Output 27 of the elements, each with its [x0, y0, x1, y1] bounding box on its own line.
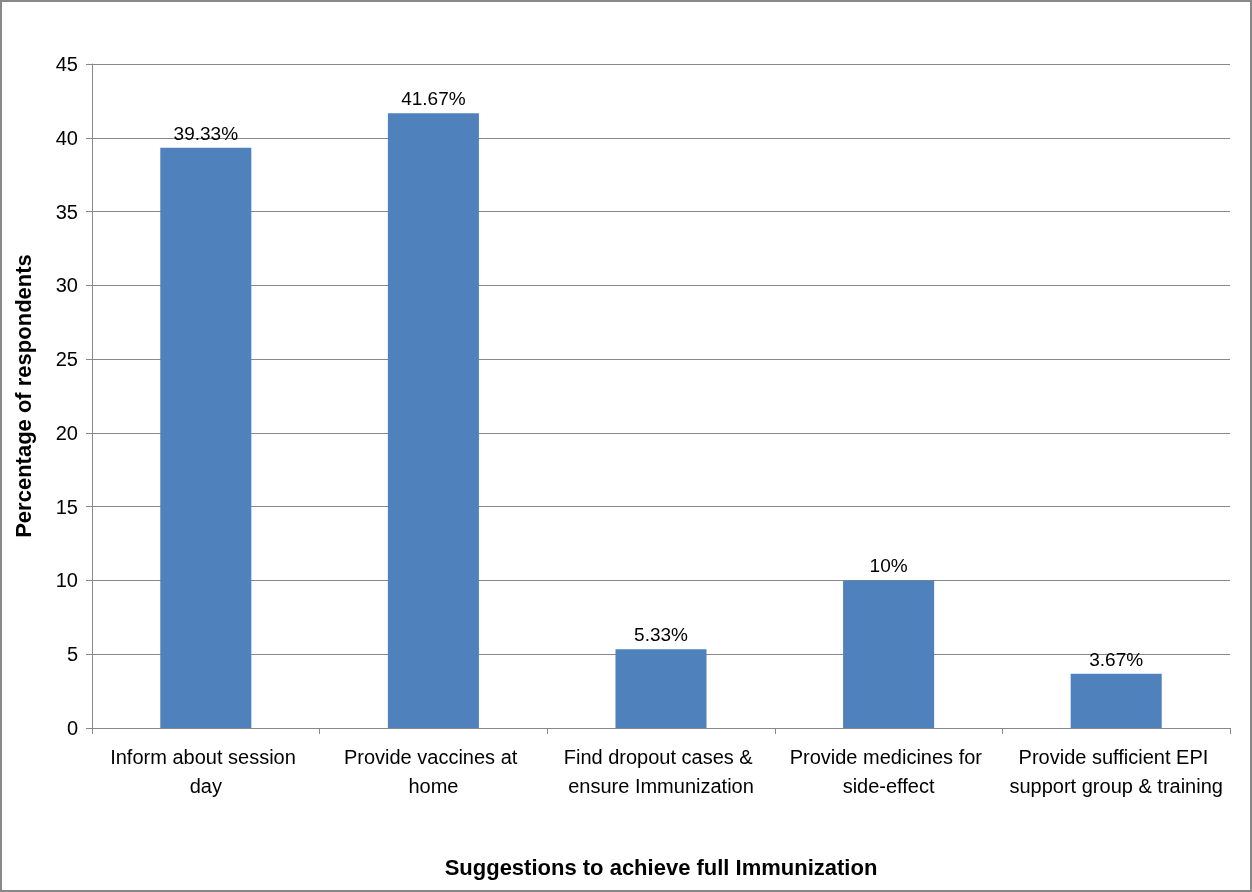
- bar: [160, 147, 252, 728]
- y-axis-title: Percentage of respondents: [10, 254, 36, 538]
- y-tick-label: 35: [55, 200, 78, 223]
- x-axis-title: Suggestions to achieve full Immunization: [444, 854, 878, 880]
- x-tick-label: Inform about session day: [110, 745, 302, 797]
- bar: [615, 649, 707, 728]
- y-tick-label: 30: [55, 274, 78, 297]
- x-tick-label: Provide sufficient EPI support group & training: [1009, 745, 1223, 797]
- data-label: 3.67%: [1089, 648, 1144, 670]
- y-tick-label: 10: [55, 569, 78, 592]
- y-tick-label: 5: [66, 643, 78, 666]
- x-tick-label: Provide vaccines at home: [343, 745, 523, 797]
- bar: [843, 580, 935, 728]
- x-tick-label: Find dropout cases & ensure Immunization: [563, 745, 759, 797]
- bar: [387, 113, 479, 728]
- y-tick-label: 0: [66, 717, 78, 739]
- data-label: 5.33%: [634, 624, 689, 646]
- data-label: 10%: [869, 555, 908, 577]
- data-label: 39.33%: [173, 122, 239, 144]
- x-tick-label: Provide medicines for side-effect: [789, 745, 988, 797]
- bar: [1070, 673, 1162, 728]
- y-tick-label: 25: [55, 348, 78, 371]
- y-tick-label: 40: [55, 126, 78, 149]
- y-tick-label: 45: [55, 53, 78, 75]
- data-label: 41.67%: [401, 88, 466, 110]
- y-tick-label: 20: [55, 421, 78, 444]
- y-tick-label: 15: [55, 495, 78, 518]
